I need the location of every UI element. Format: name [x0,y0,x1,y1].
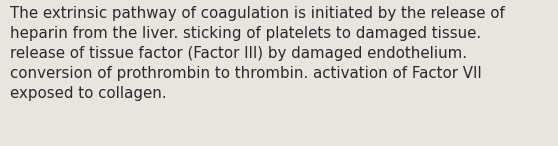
Text: The extrinsic pathway of coagulation is initiated by the release of
heparin from: The extrinsic pathway of coagulation is … [10,6,505,101]
